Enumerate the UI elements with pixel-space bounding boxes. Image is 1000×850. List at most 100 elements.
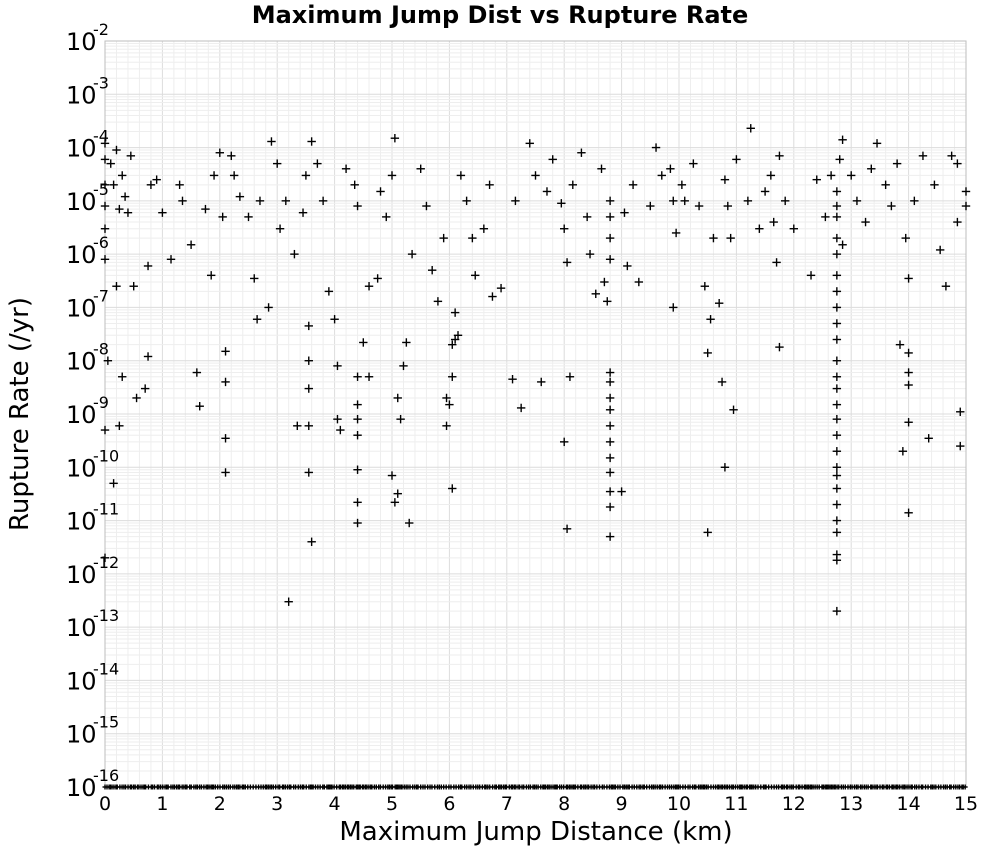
data-point (508, 374, 517, 384)
data-point (961, 201, 971, 211)
data-point (390, 133, 400, 143)
data-point (364, 372, 374, 381)
data-point (109, 479, 118, 488)
data-point (387, 471, 397, 480)
data-point (290, 249, 299, 259)
data-point (591, 289, 600, 299)
y-tick-exponent: -16 (93, 766, 119, 785)
y-tick-label: 10-6 (66, 233, 109, 269)
data-point (881, 180, 890, 190)
data-point (947, 151, 956, 161)
data-point (605, 421, 615, 431)
data-point (115, 421, 124, 431)
data-point (126, 151, 136, 161)
data-point (450, 335, 460, 344)
data-point (304, 468, 313, 477)
y-tick-base: 10 (66, 188, 97, 216)
data-point (304, 384, 313, 393)
data-point (901, 233, 910, 243)
data-point (723, 201, 732, 211)
data-point (677, 180, 687, 190)
data-point (448, 340, 457, 349)
data-point (838, 135, 847, 144)
data-point (235, 192, 245, 201)
data-point (560, 437, 569, 447)
data-point (847, 171, 856, 180)
data-point (393, 393, 402, 403)
data-point (560, 224, 569, 233)
data-point (293, 421, 302, 431)
data-point (364, 282, 374, 291)
data-point (433, 297, 443, 306)
data-point (273, 159, 282, 168)
data-point (542, 187, 552, 196)
floor-point (962, 784, 968, 790)
data-point (250, 274, 259, 283)
y-tick-label: 10-4 (66, 127, 109, 163)
data-point (284, 597, 293, 606)
data-point (396, 414, 405, 424)
data-point (605, 377, 615, 387)
data-point (832, 500, 842, 509)
data-point (100, 180, 110, 190)
data-point (743, 196, 753, 206)
data-point (832, 556, 842, 565)
data-point (720, 175, 730, 184)
data-point (353, 414, 362, 424)
data-point (175, 180, 184, 190)
data-point (548, 155, 557, 164)
data-point (252, 315, 262, 324)
data-point (353, 201, 362, 211)
data-point (132, 393, 141, 403)
data-point (605, 532, 615, 541)
data-point (100, 201, 110, 211)
data-point (307, 137, 316, 146)
y-tick-base: 10 (66, 614, 97, 642)
data-point (832, 212, 842, 222)
data-point (832, 606, 842, 616)
y-tick-exponent: -6 (93, 233, 109, 252)
data-point (359, 338, 368, 347)
data-point (651, 143, 661, 152)
data-point (330, 315, 339, 324)
data-point (192, 368, 202, 377)
data-point (390, 498, 400, 507)
data-point (892, 159, 902, 168)
data-point (479, 224, 489, 233)
data-point (393, 489, 402, 498)
x-tick-label: 10 (667, 793, 691, 815)
data-point (956, 441, 965, 451)
data-point (597, 164, 606, 173)
chart-title: Maximum Jump Dist vs Rupture Rate (252, 1, 749, 29)
x-tick-label: 11 (724, 793, 748, 815)
data-point (706, 315, 715, 324)
data-point (669, 196, 678, 206)
data-point (318, 196, 328, 206)
data-points (100, 124, 971, 616)
data-point (832, 271, 842, 280)
data-point (867, 164, 876, 173)
data-point (402, 338, 411, 347)
data-point (775, 342, 784, 352)
data-point (100, 425, 110, 435)
data-point (531, 171, 540, 180)
data-point (760, 187, 770, 196)
data-point (100, 553, 110, 563)
y-tick-base: 10 (66, 294, 97, 322)
data-point (255, 196, 265, 206)
data-point (140, 384, 150, 393)
data-point (605, 233, 615, 243)
data-point (720, 463, 730, 472)
data-point (669, 303, 678, 312)
data-point (821, 212, 830, 222)
y-tick-exponent: -14 (93, 659, 119, 678)
data-point (373, 274, 382, 283)
data-point (746, 124, 755, 133)
data-point (904, 348, 913, 358)
data-point (617, 487, 626, 496)
data-point (439, 233, 448, 243)
x-tick-labels: 0 1 2 3 4 5 6 7 8 9 10 11 12 13 14 15 (99, 793, 978, 815)
data-point (832, 447, 842, 456)
data-point (382, 212, 391, 222)
